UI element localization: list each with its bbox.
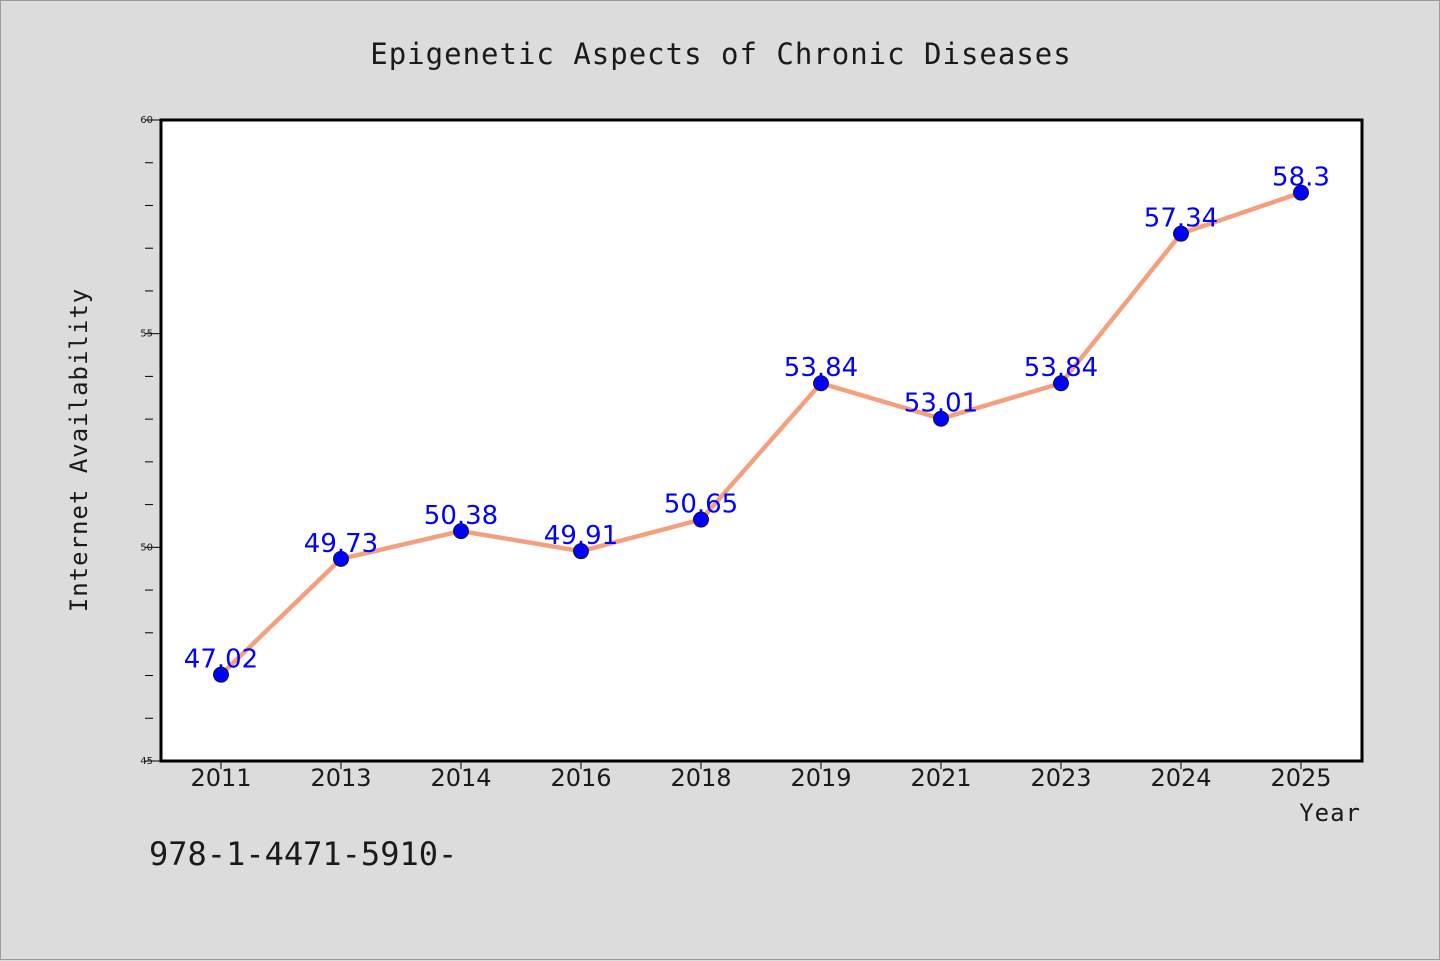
x-axis: 2011 2013 2014 2016 2018 2019 2021 2023 2024 2025: [190, 761, 1332, 792]
y-tick-label: 50: [140, 542, 153, 553]
data-label: 49.73: [304, 529, 378, 559]
x-tick-label: 2018: [670, 764, 731, 792]
x-tick-label: 2019: [790, 764, 851, 792]
data-point: [813, 375, 829, 392]
data-label: 53.84: [784, 353, 858, 383]
data-point: [933, 410, 949, 427]
data-label: 49.91: [544, 521, 618, 551]
data-point: [1053, 375, 1069, 392]
data-label: 53.01: [904, 389, 978, 419]
x-tick-label: 2013: [310, 764, 371, 792]
y-axis-label: Internet Availability: [65, 288, 93, 612]
y-axis: 45 50 55 60: [140, 115, 161, 767]
data-point: [693, 511, 709, 528]
x-tick-label: 2025: [1270, 764, 1331, 792]
data-label: 47.02: [184, 645, 258, 675]
data-markers: [213, 184, 1309, 683]
data-point: [573, 543, 589, 560]
x-tick-label: 2023: [1030, 764, 1091, 792]
data-label: 57.34: [1144, 204, 1218, 234]
x-tick-label: 2024: [1150, 764, 1211, 792]
x-tick-label: 2021: [910, 764, 971, 792]
y-tick-label: 45: [140, 756, 153, 767]
x-axis-label: Year: [1299, 799, 1361, 827]
data-label: 50.38: [424, 501, 498, 531]
series-line: [218, 190, 1304, 677]
data-labels: 47.02 49.73 50.38 49.91 50.65 53.84 53.01 53.84…: [184, 163, 1330, 675]
data-label: 50.65: [664, 490, 738, 520]
data-label: 53.84: [1024, 353, 1098, 383]
footer-code: 978-1-4471-5910-: [149, 835, 457, 873]
x-tick-label: 2014: [430, 764, 491, 792]
data-point: [1293, 184, 1309, 201]
plot-area: [159, 118, 1364, 763]
y-tick-label: 55: [140, 329, 153, 340]
chart-title: Epigenetic Aspects of Chronic Diseases: [370, 37, 1071, 71]
data-label: 58.3: [1272, 163, 1330, 193]
x-tick-label: 2016: [550, 764, 611, 792]
x-tick-label: 2011: [190, 764, 251, 792]
data-point: [213, 666, 229, 683]
data-point: [453, 523, 469, 540]
data-point: [333, 550, 349, 567]
y-tick-label: 60: [140, 115, 153, 126]
data-point: [1173, 225, 1189, 242]
